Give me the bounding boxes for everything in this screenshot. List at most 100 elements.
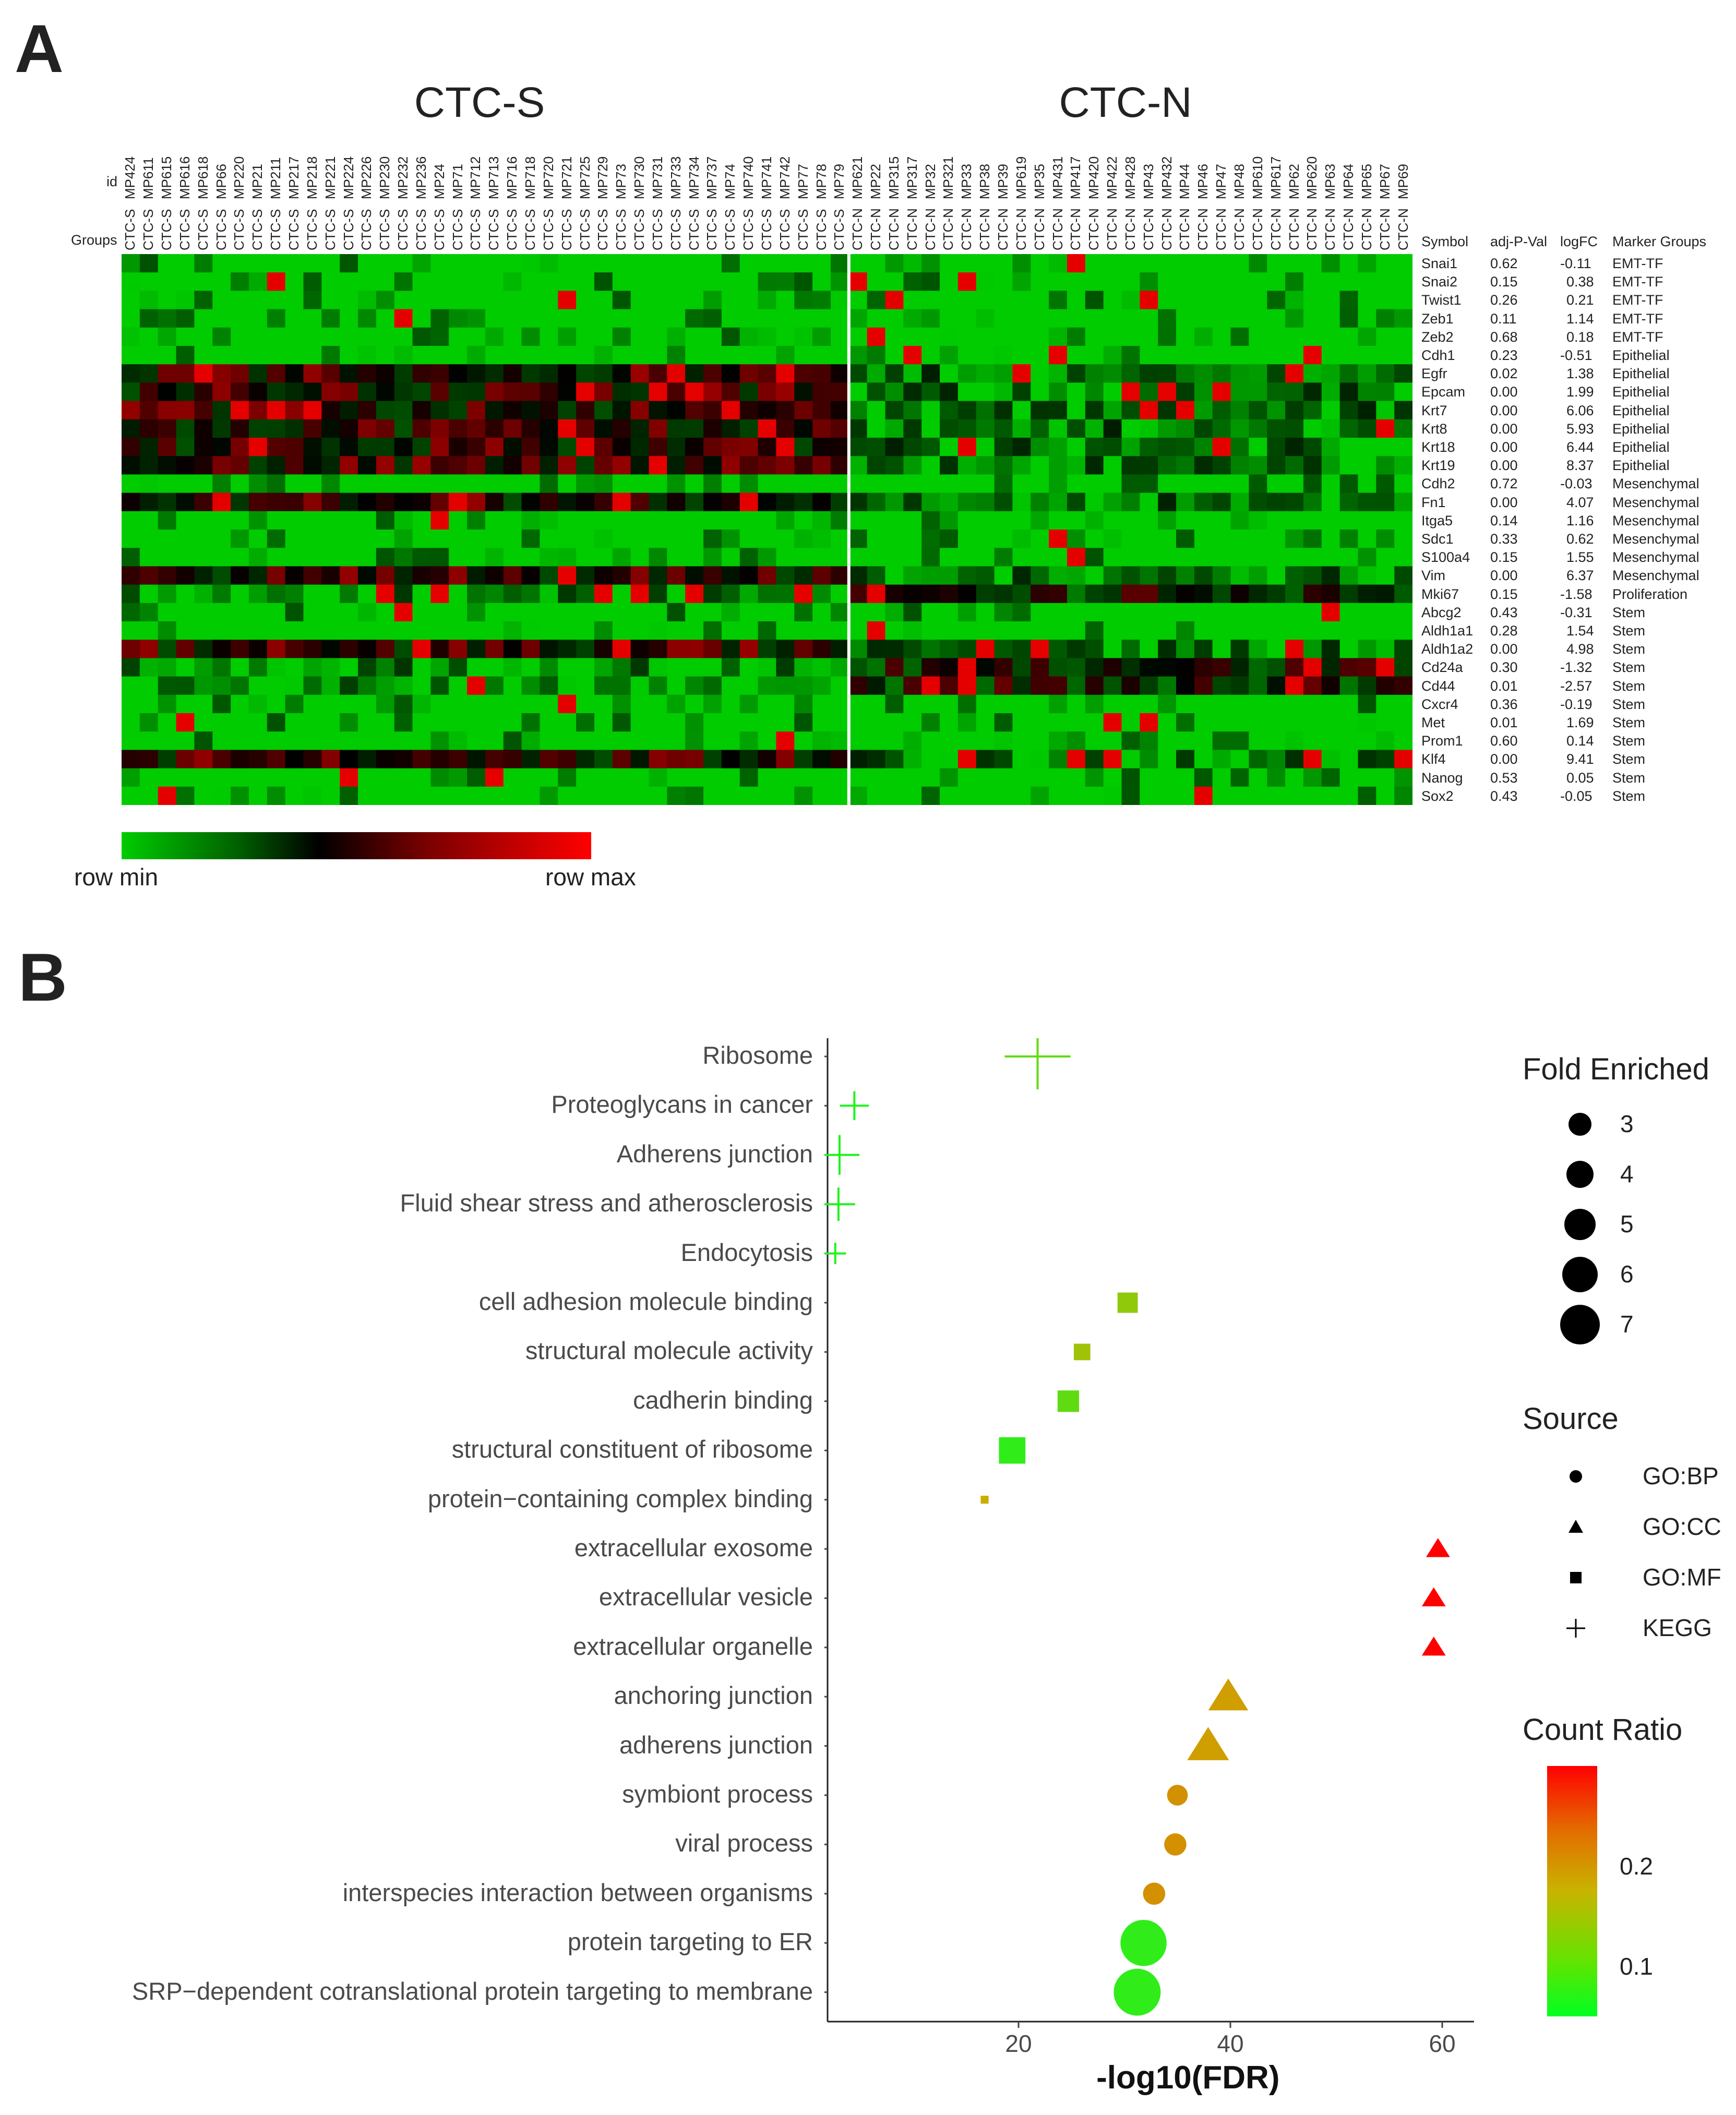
heatmap-cell <box>594 291 613 310</box>
heatmap-cell <box>1049 548 1068 567</box>
heatmap-cell <box>212 346 231 365</box>
heatmap-cell <box>1103 346 1122 365</box>
column-group-label: CTC-N <box>995 208 1011 250</box>
heatmap-cell <box>357 291 377 310</box>
heatmap-cell <box>139 584 159 604</box>
heatmap-cell <box>449 438 468 456</box>
x-tick-label: 40 <box>1217 2030 1243 2057</box>
heatmap-cell <box>521 511 541 530</box>
heatmap-cell <box>1321 731 1340 750</box>
heatmap-cell <box>594 456 613 475</box>
heatmap-cell <box>467 548 486 567</box>
heatmap-cell <box>1067 530 1086 548</box>
heatmap-cell <box>703 364 722 383</box>
heatmap-cell <box>1321 492 1340 512</box>
heatmap-cell <box>576 658 595 677</box>
heatmap-cell <box>1176 658 1195 677</box>
heatmap-cell <box>340 768 358 787</box>
heatmap-cell <box>1176 272 1195 291</box>
heatmap-cell <box>212 456 231 475</box>
heatmap-cell <box>139 492 159 512</box>
heatmap-cell <box>940 676 959 695</box>
heatmap-cell <box>721 364 740 383</box>
column-id-label: MP725 <box>577 156 593 199</box>
heatmap-cell <box>1049 382 1068 402</box>
expression-heatmap <box>122 254 1412 805</box>
heatmap-cell <box>576 731 595 750</box>
heatmap-cell <box>921 456 940 475</box>
heatmap-cell <box>848 694 868 714</box>
heatmap-cell <box>758 401 777 420</box>
heatmap-cell <box>1140 474 1158 494</box>
heatmap-cell <box>685 291 704 310</box>
heatmap-cell <box>612 401 631 420</box>
heatmap-cell <box>794 566 813 585</box>
heatmap-cell <box>957 530 977 548</box>
heatmap-cell <box>612 364 631 383</box>
heatmap-cell <box>212 327 231 346</box>
heatmap-cell <box>721 511 740 530</box>
heatmap-cell <box>194 492 213 512</box>
heatmap-cell <box>776 548 795 567</box>
heatmap-cell <box>1103 382 1122 402</box>
column-id-label: MP64 <box>1340 164 1357 199</box>
heatmap-cell <box>1339 492 1359 512</box>
heatmap-cell <box>231 291 249 310</box>
heatmap-cell <box>467 474 486 494</box>
heatmap-cell <box>685 401 704 420</box>
heatmap-cell <box>812 492 831 512</box>
count-ratio-tick <box>1597 1967 1605 1968</box>
heatmap-cell <box>994 621 1013 640</box>
heatmap-cell <box>830 456 849 475</box>
heatmap-cell <box>321 676 340 695</box>
heatmap-cell <box>649 676 667 695</box>
heatmap-cell <box>412 640 431 658</box>
heatmap-cell <box>721 309 740 328</box>
heatmap-cell <box>576 694 595 714</box>
heatmap-cell <box>194 474 213 494</box>
heatmap-cell <box>139 566 159 585</box>
x-tick-label: 20 <box>1005 2030 1032 2057</box>
heatmap-cell <box>1067 603 1086 622</box>
heatmap-cell <box>558 694 577 714</box>
column-id-label: MP77 <box>795 164 811 199</box>
heatmap-cell <box>1339 309 1359 328</box>
heatmap-cell <box>176 272 195 291</box>
adj-p-value: 0.15 <box>1490 274 1518 290</box>
term-label: anchoring junction <box>614 1681 813 1710</box>
heatmap-cell <box>1358 640 1376 658</box>
heatmap-cell <box>412 419 431 438</box>
adj-p-value: 0.15 <box>1490 586 1518 602</box>
heatmap-cell <box>1376 511 1395 530</box>
heatmap-cell <box>940 694 959 714</box>
heatmap-cell <box>667 511 686 530</box>
heatmap-cell <box>739 694 759 714</box>
heatmap-cell <box>867 456 886 475</box>
heatmap-cell <box>1358 511 1376 530</box>
heatmap-cell <box>758 254 777 273</box>
heatmap-cell <box>1303 584 1322 604</box>
heatmap-cell <box>540 584 558 604</box>
heatmap-cell <box>1212 456 1231 475</box>
gene-symbol: Epcam <box>1421 384 1466 400</box>
heatmap-cell <box>540 474 558 494</box>
heatmap-cell <box>449 621 468 640</box>
heatmap-cell <box>357 694 377 714</box>
heatmap-cell <box>667 786 686 805</box>
heatmap-cell <box>1121 731 1140 750</box>
heatmap-cell <box>1358 382 1376 402</box>
heatmap-cell <box>1176 768 1195 787</box>
heatmap-cell <box>594 676 613 695</box>
heatmap-cell <box>721 254 740 273</box>
heatmap-cell <box>1031 346 1049 365</box>
heatmap-cell <box>158 254 177 273</box>
heatmap-cell <box>848 382 868 402</box>
heatmap-cell <box>630 676 650 695</box>
heatmap-cell <box>1085 456 1104 475</box>
heatmap-cell <box>1158 401 1177 420</box>
column-group-label: CTC-S <box>558 209 574 250</box>
term-label: cadherin binding <box>633 1386 813 1414</box>
gene-symbol: Krt19 <box>1421 458 1455 474</box>
heatmap-cell <box>1285 291 1304 310</box>
heatmap-cell <box>1358 456 1376 475</box>
